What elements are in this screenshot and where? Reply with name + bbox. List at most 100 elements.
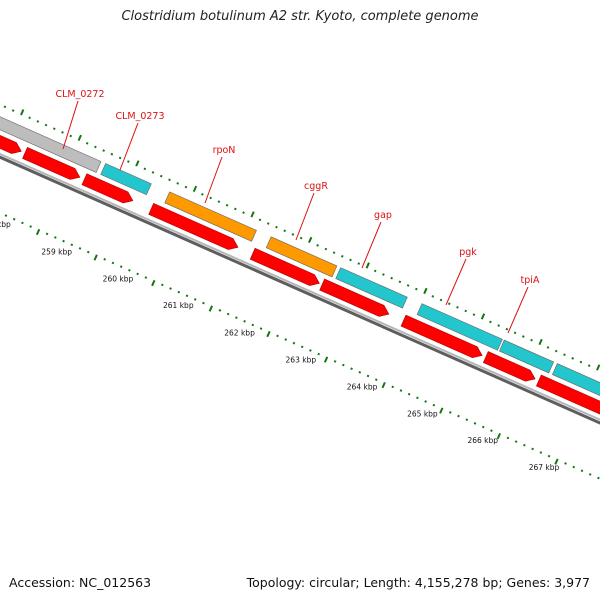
inner-tick-mark bbox=[103, 258, 107, 261]
inner-tick-mark bbox=[300, 345, 304, 349]
outer-tick-mark bbox=[77, 134, 82, 141]
outer-tick-mark bbox=[596, 364, 600, 371]
inner-tick-mark bbox=[185, 294, 189, 298]
inner-tick-mark bbox=[226, 312, 230, 316]
outer-tick-mark bbox=[480, 313, 486, 320]
cds-feature-arrow bbox=[249, 247, 320, 286]
outer-tick-mark bbox=[365, 262, 370, 269]
outer-tick-mark bbox=[299, 236, 303, 240]
outer-tick-mark bbox=[69, 134, 73, 138]
cds-feature-arrow bbox=[535, 374, 600, 415]
gene-label-leader bbox=[507, 286, 529, 334]
outer-tick-mark bbox=[554, 349, 558, 353]
outer-tick-mark bbox=[168, 178, 171, 182]
inner-tick-mark bbox=[177, 290, 181, 294]
inner-tick-mark bbox=[597, 476, 600, 480]
gene-label-leader bbox=[361, 221, 382, 269]
inner-tick-mark bbox=[193, 298, 197, 301]
kbp-tick-label: 267 kbp bbox=[529, 463, 560, 472]
inner-tick-mark bbox=[119, 265, 123, 268]
inner-tick-mark bbox=[572, 465, 576, 469]
inner-tick-mark bbox=[4, 214, 8, 217]
inner-tick-mark bbox=[588, 473, 592, 476]
accession-text: Accession: NC_012563 bbox=[9, 575, 152, 590]
outer-tick-mark bbox=[201, 193, 204, 196]
inner-tick-mark bbox=[218, 309, 222, 312]
outer-tick-mark bbox=[373, 269, 377, 273]
inner-tick-mark bbox=[35, 228, 41, 236]
inner-tick-mark bbox=[12, 217, 16, 221]
cds-feature-arrow bbox=[319, 278, 390, 317]
outer-tick-mark bbox=[192, 185, 198, 193]
inner-tick-mark bbox=[21, 221, 24, 225]
inner-tick-mark bbox=[284, 338, 288, 341]
cds-feature-arrow bbox=[0, 134, 22, 154]
cds-feature-arrow bbox=[400, 314, 483, 358]
inner-tick-mark bbox=[169, 287, 172, 290]
gene-label-leader bbox=[62, 100, 79, 150]
outer-tick-mark bbox=[571, 357, 575, 360]
outer-tick-mark bbox=[20, 109, 25, 116]
outer-tick-mark bbox=[472, 313, 476, 316]
outer-tick-mark bbox=[28, 116, 31, 120]
cds-feature-arrow bbox=[148, 202, 239, 250]
outer-tick-mark bbox=[275, 225, 278, 229]
outer-tick-mark bbox=[242, 211, 245, 214]
inner-tick-mark bbox=[136, 272, 139, 276]
outer-tick-mark bbox=[439, 298, 443, 302]
outer-tick-mark bbox=[61, 131, 64, 134]
inner-tick-mark bbox=[309, 349, 312, 352]
inner-tick-mark bbox=[208, 305, 214, 312]
outer-tick-mark bbox=[415, 287, 418, 291]
inner-tick-mark bbox=[62, 239, 65, 243]
backbone-line-highlight bbox=[0, 152, 600, 421]
inner-tick-mark bbox=[259, 327, 263, 330]
kbp-tick-label: 266 kbp bbox=[467, 436, 498, 445]
outer-tick-mark bbox=[118, 156, 122, 160]
outer-tick-mark bbox=[291, 233, 295, 236]
outer-tick-mark bbox=[316, 244, 319, 247]
outer-tick-mark bbox=[110, 152, 114, 156]
kbp-tick-label: 261 kbp bbox=[163, 301, 194, 310]
cds-feature-arrow bbox=[482, 351, 536, 382]
gene-label: tpiA bbox=[521, 275, 540, 286]
inner-tick-mark bbox=[111, 261, 115, 265]
inner-tick-mark bbox=[333, 360, 337, 363]
inner-tick-mark bbox=[374, 378, 378, 381]
outer-tick-mark bbox=[505, 327, 509, 331]
cds-feature-arrow bbox=[81, 173, 134, 204]
gene-bar bbox=[265, 236, 338, 278]
inner-tick-mark bbox=[251, 323, 255, 327]
gene-label: CLM_0272 bbox=[55, 89, 104, 100]
cds-feature-arrow bbox=[22, 147, 81, 180]
outer-tick-mark bbox=[176, 182, 180, 185]
inner-tick-mark bbox=[358, 371, 362, 374]
inner-tick-mark bbox=[366, 374, 370, 378]
gene-label: pgk bbox=[459, 247, 477, 258]
outer-tick-mark bbox=[143, 167, 147, 171]
gene-label-leader bbox=[204, 156, 223, 204]
inner-tick-mark bbox=[496, 432, 502, 440]
outer-tick-mark bbox=[587, 364, 591, 367]
inner-tick-mark bbox=[86, 250, 90, 254]
outer-tick-mark bbox=[308, 236, 313, 244]
gene-bar bbox=[498, 339, 555, 374]
inner-tick-mark bbox=[93, 254, 98, 261]
inner-tick-mark bbox=[243, 319, 246, 323]
inner-tick-mark bbox=[235, 316, 238, 319]
gene-bar bbox=[164, 191, 257, 242]
outer-tick-mark bbox=[513, 331, 517, 335]
kbp-tick-label: 262 kbp bbox=[224, 328, 255, 337]
gene-bar bbox=[335, 267, 408, 309]
gene-bar bbox=[0, 116, 102, 173]
backbone-line bbox=[0, 155, 600, 425]
gene-bar bbox=[100, 163, 152, 196]
outer-tick-mark bbox=[398, 280, 402, 284]
topology-text: Topology: circular; Length: 4,155,278 bp… bbox=[246, 575, 590, 590]
outer-tick-mark bbox=[151, 171, 155, 174]
outer-tick-mark bbox=[217, 200, 221, 203]
gene-label: rpoN bbox=[213, 145, 236, 156]
outer-tick-mark bbox=[127, 160, 130, 163]
gene-label-leader bbox=[119, 122, 139, 171]
